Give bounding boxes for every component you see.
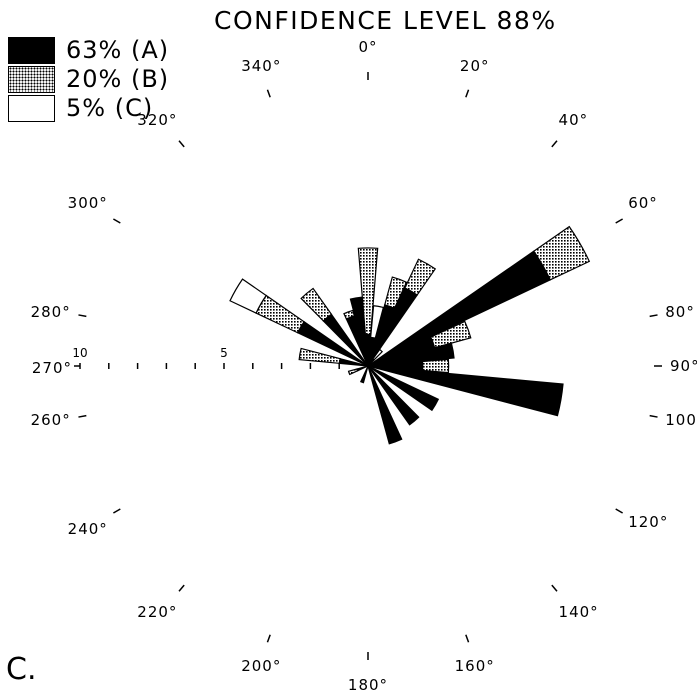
direction-label-20: 20°	[460, 57, 490, 75]
direction-label-300: 300°	[68, 194, 108, 212]
petal-b-90	[421, 358, 450, 374]
direction-label-0: 0°	[358, 38, 377, 56]
direction-tick-40	[551, 140, 558, 148]
panel-label: C.	[6, 652, 37, 687]
direction-label-120: 120°	[628, 513, 668, 531]
scale-label-5: 5	[220, 346, 228, 360]
direction-label-340: 340°	[241, 57, 281, 75]
direction-label-240: 240°	[68, 520, 108, 538]
direction-tick-300	[113, 218, 121, 224]
direction-label-320: 320°	[137, 111, 177, 129]
direction-tick-340	[266, 89, 271, 98]
petal-b-280	[298, 347, 341, 364]
direction-tick-160	[465, 634, 470, 643]
legend-swatch-a	[8, 37, 55, 64]
direction-label-100: 100°	[665, 411, 697, 429]
direction-label-180: 180°	[348, 676, 388, 694]
legend-label-c: 5% (C)	[66, 94, 154, 122]
petal-b-30	[404, 258, 437, 296]
petal-a-80	[367, 343, 455, 367]
petal-b-250	[347, 368, 359, 376]
direction-label-260: 260°	[31, 411, 71, 429]
direction-label-60: 60°	[628, 194, 658, 212]
petal-c-40	[372, 348, 384, 361]
scale-label-10: 10	[72, 346, 87, 360]
petal-b-0	[357, 247, 379, 336]
direction-tick-240	[113, 508, 121, 514]
petal-b-70	[430, 320, 472, 349]
direction-tick-280	[78, 314, 87, 318]
direction-tick-200	[266, 634, 271, 643]
direction-label-80: 80°	[665, 303, 695, 321]
petal-c-10	[370, 305, 385, 339]
chart-title: CONFIDENCE LEVEL 88%	[214, 6, 557, 35]
direction-tick-120	[615, 508, 623, 514]
direction-tick-320	[178, 140, 185, 148]
petal-a-200	[359, 365, 369, 384]
petal-c-300	[229, 278, 268, 314]
petal-b-340	[343, 309, 356, 320]
petal-a-120	[367, 365, 440, 412]
direction-tick-100	[649, 414, 658, 418]
direction-tick-260	[78, 414, 87, 418]
direction-tick-60	[615, 218, 623, 224]
direction-label-140: 140°	[559, 603, 599, 621]
direction-tick-20	[465, 89, 470, 98]
petal-b-320	[300, 287, 333, 322]
direction-label-280: 280°	[31, 303, 71, 321]
direction-label-40: 40°	[559, 111, 589, 129]
petal-a-100	[367, 365, 564, 417]
petal-a-350	[349, 296, 369, 367]
direction-label-200: 200°	[241, 657, 281, 675]
direction-label-220: 220°	[137, 603, 177, 621]
petal-a-160	[367, 365, 403, 445]
legend-label-b: 20% (B)	[66, 65, 170, 93]
direction-label-270: 270°	[32, 359, 72, 377]
direction-tick-140	[551, 584, 558, 592]
petal-a-140	[367, 365, 420, 426]
direction-tick-220	[178, 584, 185, 592]
direction-label-90: 90°	[670, 357, 697, 375]
petal-b-60	[532, 225, 591, 281]
legend-swatch-c	[8, 95, 55, 122]
direction-tick-80	[649, 314, 658, 318]
petal-b-20	[383, 276, 408, 310]
petal-b-300	[255, 294, 305, 334]
direction-label-160: 160°	[455, 657, 495, 675]
legend-label-a: 63% (A)	[66, 36, 170, 64]
legend-swatch-b	[8, 66, 55, 93]
